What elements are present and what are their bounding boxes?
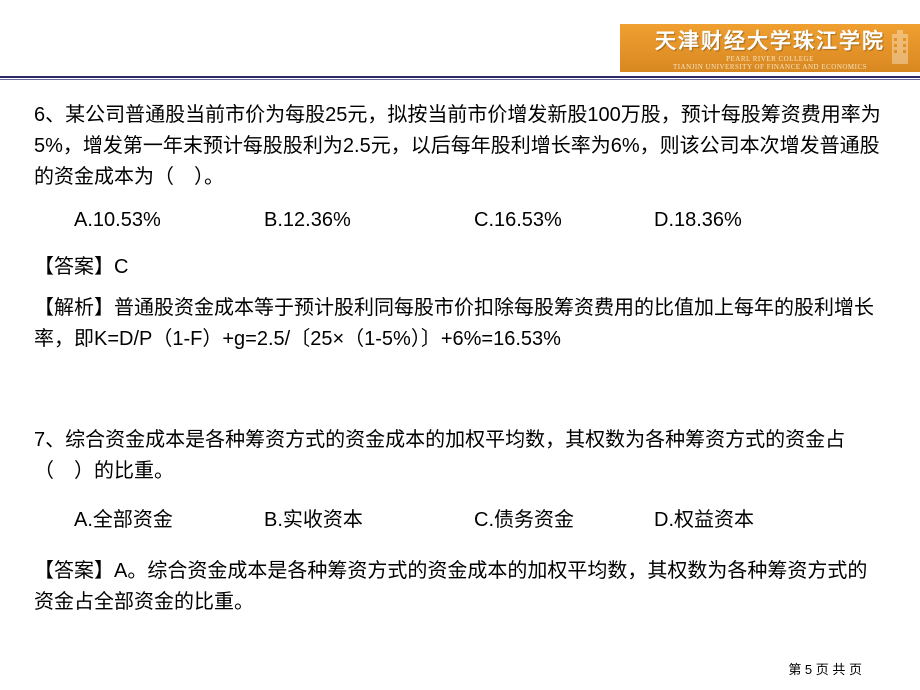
q6-option-b: B.12.36% xyxy=(264,209,474,232)
university-banner: 天津财经大学珠江学院 PEARL RIVER COLLEGE TIANJIN U… xyxy=(620,24,920,72)
q7-option-c: C.债务资金 xyxy=(474,503,654,532)
q6-option-d: D.18.36% xyxy=(654,209,742,232)
page-footer: 第 5 页 共 页 xyxy=(788,659,862,678)
building-icon xyxy=(884,30,916,66)
q7-option-b: B.实收资本 xyxy=(264,503,474,532)
banner-subtitle-en-1: PEARL RIVER COLLEGE xyxy=(726,55,814,63)
question-6-explain: 【解析】普通股资金成本等于预计股利同每股市价扣除每股筹资费用的比值加上每年的股利… xyxy=(34,293,886,355)
question-7-options: A.全部资金 B.实收资本 C.债务资金 D.权益资本 xyxy=(34,503,886,532)
header-divider xyxy=(0,76,920,80)
q7-option-d: D.权益资本 xyxy=(654,503,754,532)
slide-content: 6、某公司普通股当前市价为每股25元，拟按当前市价增发新股100万股，预计每股筹… xyxy=(34,100,886,618)
question-7-answer: 【答案】A。综合资金成本是各种筹资方式的资金成本的加权平均数，其权数为各种筹资方… xyxy=(34,556,886,618)
question-6-text: 6、某公司普通股当前市价为每股25元，拟按当前市价增发新股100万股，预计每股筹… xyxy=(34,100,886,193)
question-6-answer: 【答案】C xyxy=(34,250,886,279)
q6-option-c: C.16.53% xyxy=(474,209,654,232)
q6-option-a: A.10.53% xyxy=(74,209,264,232)
banner-subtitle-en-2: TIANJIN UNIVERSITY OF FINANCE AND ECONOM… xyxy=(673,63,867,71)
question-7-text: 7、综合资金成本是各种筹资方式的资金成本的加权平均数，其权数为各种筹资方式的资金… xyxy=(34,425,886,487)
banner-title-cn: 天津财经大学珠江学院 xyxy=(655,25,885,55)
q7-option-a: A.全部资金 xyxy=(74,503,264,532)
question-6-options: A.10.53% B.12.36% C.16.53% D.18.36% xyxy=(34,209,886,232)
